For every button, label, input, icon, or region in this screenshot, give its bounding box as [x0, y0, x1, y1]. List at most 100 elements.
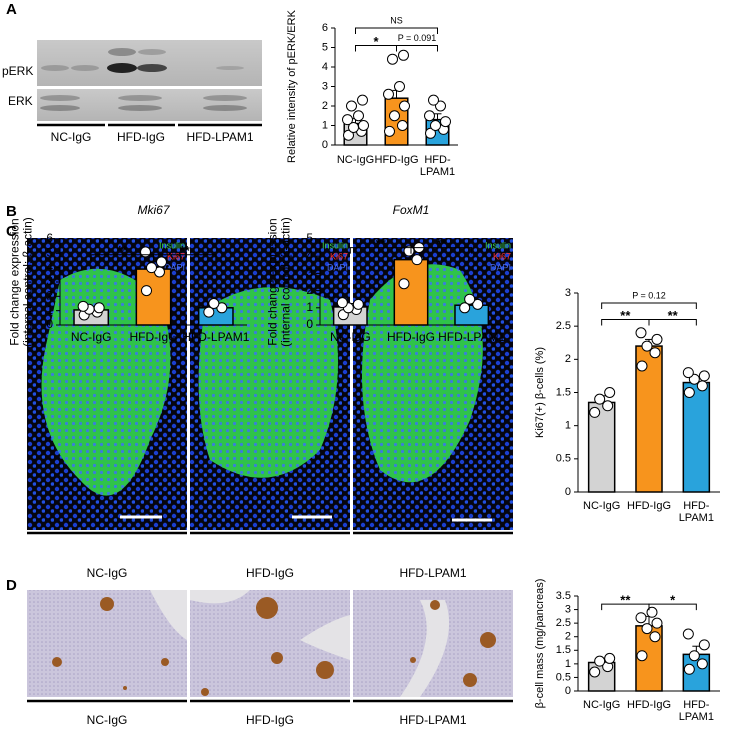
legend-entry: Ki67: [330, 251, 348, 261]
y-tick-label: 4: [322, 61, 328, 73]
stain-images: [27, 238, 513, 535]
bar: [682, 381, 711, 493]
data-point: [387, 53, 398, 65]
y-axis-label: β-cell mass (mg/pancreas): [534, 579, 546, 709]
legend-entry: Ki67: [493, 251, 511, 261]
data-point: [352, 298, 364, 310]
data-point: [384, 125, 395, 137]
x-tick-label: HFD-IgG: [627, 699, 671, 711]
x-tick-label: HFD-LPAM1: [182, 330, 249, 344]
image-label: HFD-LPAM1: [399, 566, 466, 580]
data-point: [140, 246, 151, 258]
data-point: [649, 347, 661, 359]
panel-label: A: [6, 1, 17, 18]
significance-bracket: [601, 302, 697, 309]
x-tick-label: HFD-IgG: [375, 154, 419, 166]
y-tick-label: 3.5: [556, 590, 571, 602]
y-axis-label: Relative intensity of pERK/ERK: [286, 9, 298, 163]
y-tick-label: 3: [46, 274, 53, 288]
data-point: [688, 650, 700, 662]
y-axis-label: Fold change expression(internal control:…: [266, 217, 293, 347]
data-point: [472, 298, 484, 310]
bar: [393, 258, 429, 326]
significance-bracket: [410, 247, 473, 254]
legend-entry: DAPI: [327, 262, 348, 272]
data-point: [399, 100, 410, 112]
data-point: [435, 100, 446, 112]
data-point: [389, 110, 400, 122]
data-point: [397, 120, 408, 131]
blot-lane-label: NC-IgG: [51, 130, 92, 144]
y-axis-label: Fold change expression(internal control:…: [8, 217, 35, 347]
y-tick-label: 2: [565, 631, 571, 643]
y-tick-label: 2: [565, 353, 571, 365]
blot-lane-label: HFD-LPAM1: [186, 130, 253, 144]
legend-entry: DAPI: [490, 262, 511, 272]
data-point: [342, 114, 353, 126]
significance-bracket: [396, 45, 438, 52]
data-point: [602, 400, 614, 412]
data-point: [353, 110, 364, 122]
data-point: [682, 628, 694, 640]
blot-lane-label: HFD-IgG: [117, 130, 165, 144]
image-label: HFD-IgG: [246, 713, 294, 727]
legend-entry: DAPI: [164, 262, 185, 272]
x-tick-label: HFD-LPAM1: [679, 699, 714, 723]
significance-label: **: [620, 593, 631, 608]
x-tick-label: HFD-IgG: [387, 330, 435, 344]
image-label: HFD-LPAM1: [399, 713, 466, 727]
y-tick-label: 4: [46, 260, 53, 274]
y-tick-label: 5: [46, 246, 53, 260]
data-point: [398, 49, 409, 61]
y-tick-label: 3: [306, 266, 313, 280]
significance-label: **: [620, 308, 631, 323]
data-point: [357, 94, 368, 106]
y-tick-label: 0.5: [556, 671, 571, 683]
data-point: [425, 127, 436, 139]
y-tick-label: 6: [322, 22, 328, 34]
western-blot: [37, 40, 262, 127]
y-tick-label: 4: [306, 248, 313, 262]
y-tick-label: 2.5: [556, 617, 571, 629]
significance-bracket: [648, 603, 697, 611]
significance-label: **: [668, 308, 679, 323]
data-point: [411, 254, 423, 266]
stain-legends: Insulin Ki67 DAPI Insulin Ki67 DAPI Insu…: [159, 240, 511, 272]
y-tick-label: 1: [46, 303, 53, 317]
blot-row-label: ERK: [8, 94, 33, 108]
significance-label: **: [117, 243, 128, 258]
data-point: [641, 340, 653, 352]
x-tick-label: NC-IgG: [583, 699, 620, 711]
y-tick-label: 0: [322, 139, 328, 151]
data-point: [464, 293, 476, 305]
data-point: [358, 120, 369, 131]
data-point: [77, 300, 89, 312]
data-point: [336, 297, 348, 309]
y-tick-label: 0.5: [556, 453, 571, 465]
panel-label: B: [6, 203, 17, 220]
data-point: [343, 129, 354, 141]
y-tick-label: 2: [46, 289, 53, 303]
significance-label: P = 0.12: [632, 290, 666, 300]
data-point: [424, 110, 435, 122]
significance-label: **: [376, 236, 387, 251]
data-point: [398, 278, 410, 290]
y-tick-label: 0: [46, 317, 53, 331]
x-tick-label: NC-IgG: [337, 154, 374, 166]
y-tick-label: 1: [306, 300, 313, 314]
data-point: [641, 623, 653, 635]
data-point: [141, 285, 152, 297]
data-point: [651, 333, 663, 345]
y-tick-label: 1: [322, 119, 328, 131]
significance-label: *: [670, 593, 676, 608]
y-tick-label: 6: [46, 231, 53, 245]
panel-label: D: [6, 577, 17, 594]
data-point: [383, 88, 394, 100]
data-point: [604, 652, 616, 664]
x-tick-label: HFD-LPAM1: [420, 154, 455, 178]
bar: [135, 268, 172, 326]
y-tick-label: 2: [322, 100, 328, 112]
x-tick-label: NC-IgG: [583, 500, 620, 512]
data-point: [651, 617, 663, 629]
